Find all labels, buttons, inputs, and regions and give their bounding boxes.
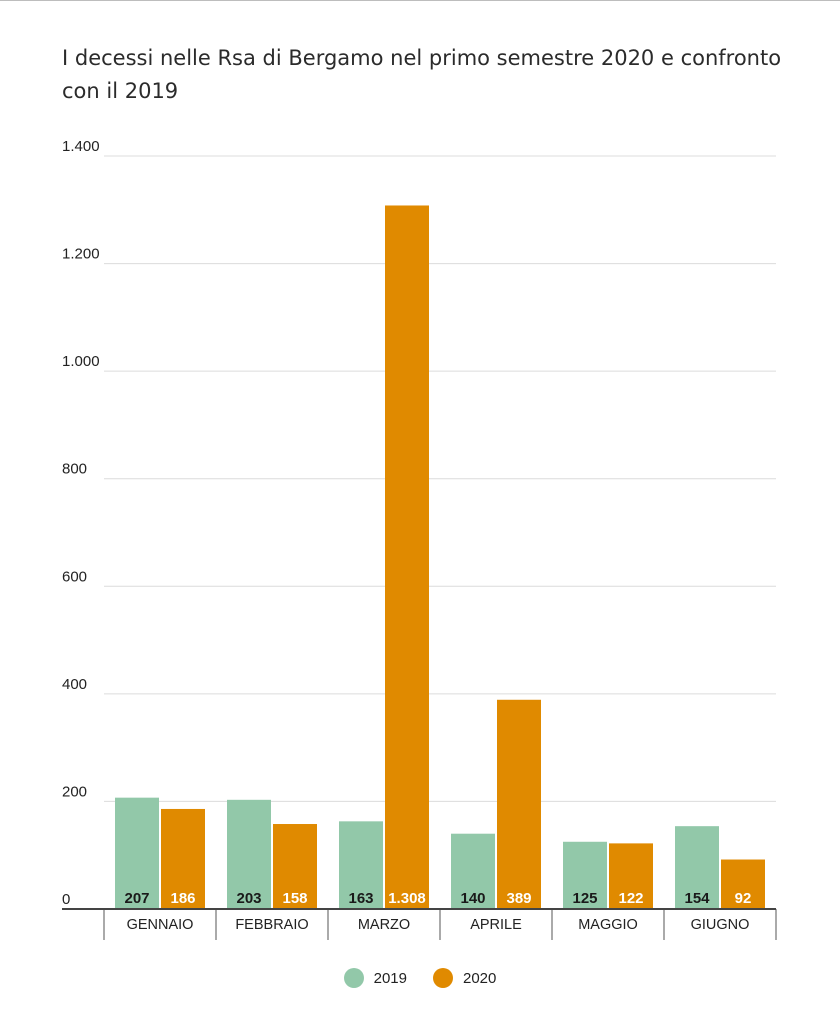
value-label: 163: [348, 890, 373, 907]
value-label: 1.308: [388, 890, 426, 907]
value-label: 125: [572, 890, 597, 907]
y-tick-label: 200: [62, 783, 87, 800]
x-category-label: GENNAIO: [127, 917, 194, 933]
value-label: 389: [506, 890, 531, 907]
legend-item-2020: 2020: [433, 968, 496, 988]
bar-2020-febbraio: [273, 824, 317, 909]
y-tick-label: 1.200: [62, 246, 100, 263]
legend-swatch-2019: [343, 968, 364, 988]
y-tick-label: 800: [62, 461, 87, 478]
bar-2019-aprile: [451, 833, 495, 909]
bar-2019-febbraio: [227, 799, 271, 909]
value-label: 186: [170, 890, 195, 907]
legend-label-2019: 2019: [373, 969, 407, 987]
x-category-label: MARZO: [358, 917, 410, 933]
chart-title: I decessi nelle Rsa di Bergamo nel primo…: [62, 46, 782, 103]
legend-item-2019: 2019: [343, 968, 407, 988]
x-category-label: APRILE: [470, 917, 522, 933]
top-border: [0, 0, 840, 1]
bar-2019-giugno: [675, 826, 719, 909]
value-label: 140: [460, 890, 485, 907]
x-category-label: FEBBRAIO: [235, 917, 308, 933]
bar-2019-gennaio: [115, 797, 159, 909]
bar-2019-marzo: [339, 821, 383, 909]
legend-label-2020: 2020: [463, 969, 497, 987]
x-category-label: GIUGNO: [691, 917, 750, 933]
value-label: 154: [684, 890, 710, 907]
legend: 2019 2020: [0, 968, 840, 988]
value-label: 203: [236, 890, 261, 907]
value-label: 122: [618, 890, 643, 907]
value-label: 207: [124, 890, 149, 907]
bar-2020-maggio: [609, 843, 653, 909]
y-tick-label: 1.400: [62, 138, 100, 155]
legend-swatch-2020: [433, 968, 453, 988]
x-category-label: MAGGIO: [578, 917, 638, 933]
y-tick-label: 0: [62, 891, 70, 908]
y-tick-label: 400: [62, 676, 87, 693]
bar-2019-maggio: [563, 841, 607, 909]
bar-2020-gennaio: [161, 808, 205, 909]
bar-2020-aprile: [497, 699, 541, 909]
value-label: 158: [282, 890, 307, 907]
y-tick-label: 1.000: [62, 353, 100, 370]
value-label: 92: [735, 890, 752, 907]
bar-2020-marzo: [385, 205, 429, 910]
y-tick-label: 600: [62, 568, 87, 585]
bar-2020-giugno: [721, 859, 765, 909]
